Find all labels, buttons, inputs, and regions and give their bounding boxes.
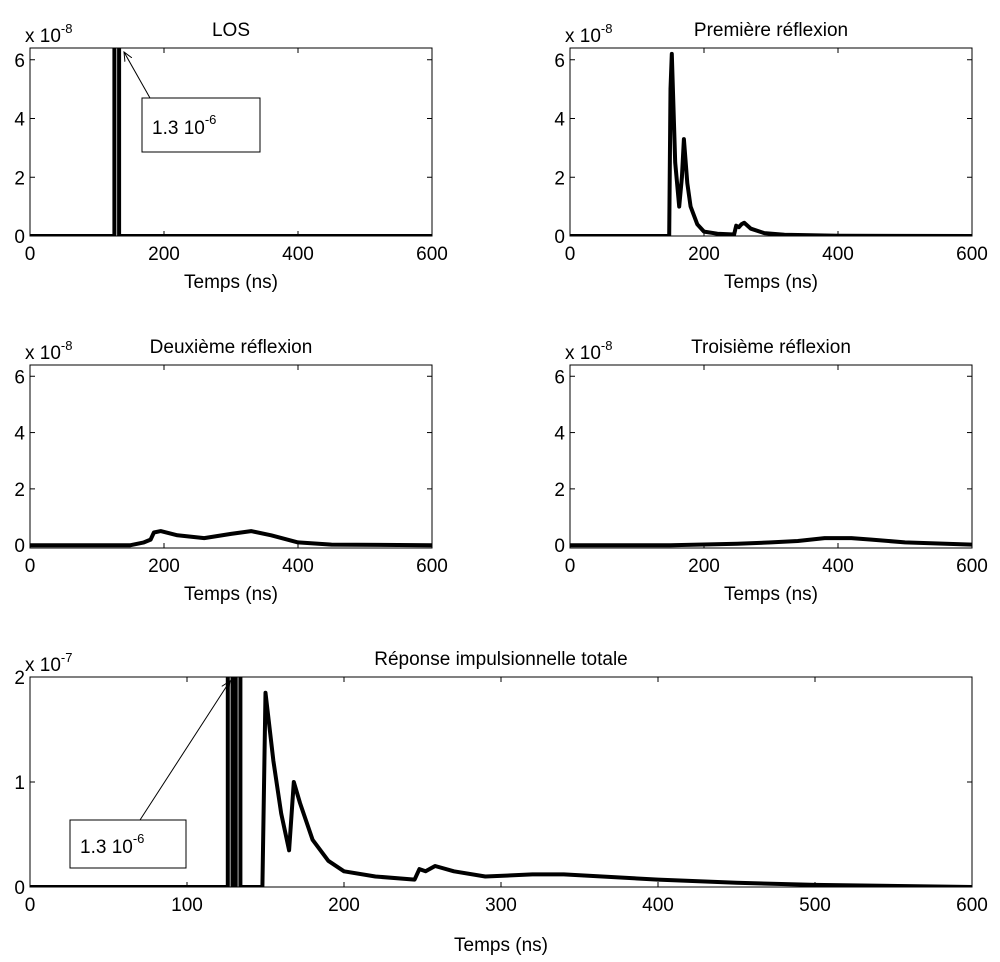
y-tick-label: 4	[14, 110, 25, 131]
y-tick-label: 6	[14, 367, 25, 388]
y-tick-label: 6	[554, 51, 565, 72]
y-tick-label: 4	[14, 424, 25, 445]
y-tick-label: 0	[14, 878, 25, 899]
y-multiplier: x 10-8	[565, 21, 612, 47]
x-tick-label: 600	[416, 244, 448, 265]
y-tick-label: 0	[554, 536, 565, 557]
axes-frame	[29, 364, 433, 549]
chart-title: LOS	[212, 20, 250, 41]
annotation-exponent: -6	[133, 831, 145, 846]
y-tick-label: 1	[14, 773, 25, 794]
x-tick-label: 200	[688, 244, 720, 265]
x-axis-label: Temps (ns)	[184, 584, 278, 605]
series-line	[30, 677, 972, 887]
y-tick-label: 4	[554, 424, 565, 445]
x-tick-label: 200	[148, 556, 180, 577]
x-tick-label: 400	[282, 556, 314, 577]
x-tick-label: 600	[956, 244, 988, 265]
annotation-text: 1.3 10	[152, 118, 205, 139]
y-multiplier-exponent: -8	[61, 21, 73, 36]
x-tick-label: 300	[485, 895, 517, 916]
axes-frame	[569, 364, 973, 549]
plot-area	[570, 365, 972, 548]
x-tick-label: 400	[642, 895, 674, 916]
y-tick-label: 2	[14, 168, 25, 189]
y-tick-label: 2	[14, 480, 25, 501]
y-multiplier-base: x 10	[25, 655, 61, 676]
y-multiplier-base: x 10	[25, 343, 61, 364]
y-multiplier-exponent: -8	[601, 338, 613, 353]
y-multiplier: x 10-8	[25, 338, 72, 364]
y-tick-label: 0	[14, 536, 25, 557]
chart-title: Deuxième réflexion	[150, 337, 313, 358]
x-tick-label: 200	[148, 244, 180, 265]
x-tick-label: 200	[688, 556, 720, 577]
annotation-arrow	[139, 681, 230, 821]
y-tick-label: 2	[554, 480, 565, 501]
y-multiplier: x 10-7	[25, 650, 72, 676]
y-tick-label: 0	[14, 227, 25, 248]
series-line	[30, 529, 432, 548]
x-tick-label: 200	[328, 895, 360, 916]
y-tick-label: 2	[14, 668, 25, 689]
x-tick-label: 600	[416, 556, 448, 577]
chart-title: Troisième réflexion	[691, 337, 851, 358]
x-tick-label: 600	[956, 895, 988, 916]
annotation-box	[141, 97, 261, 153]
x-tick-label: 0	[565, 556, 576, 577]
annotation-arrow	[124, 52, 151, 99]
y-tick-label: 6	[14, 51, 25, 72]
y-multiplier-base: x 10	[565, 26, 601, 47]
y-tick-label: 0	[554, 227, 565, 248]
x-tick-label: 0	[25, 244, 36, 265]
x-tick-label: 0	[25, 895, 36, 916]
plot-area	[30, 365, 432, 548]
x-tick-label: 400	[822, 556, 854, 577]
y-multiplier-exponent: -8	[61, 338, 73, 353]
y-tick-label: 6	[554, 367, 565, 388]
x-axis-label: Temps (ns)	[724, 584, 818, 605]
annotation: 1.3 10-6	[152, 112, 216, 139]
annotation-exponent: -6	[205, 112, 217, 127]
annotation-text: 1.3 10	[80, 837, 133, 858]
x-tick-label: 600	[956, 556, 988, 577]
y-multiplier-exponent: -7	[61, 650, 73, 665]
plot-area	[570, 48, 972, 236]
x-axis-label: Temps (ns)	[454, 935, 548, 956]
annotation-box	[69, 819, 187, 869]
x-tick-label: 0	[25, 556, 36, 577]
y-multiplier: x 10-8	[25, 21, 72, 47]
axes-frame	[29, 47, 433, 237]
y-multiplier: x 10-8	[565, 338, 612, 364]
y-tick-label: 2	[554, 168, 565, 189]
x-axis-label: Temps (ns)	[184, 272, 278, 293]
chart-title: Première réflexion	[694, 20, 848, 41]
x-axis-label: Temps (ns)	[724, 272, 818, 293]
x-tick-label: 400	[282, 244, 314, 265]
x-tick-label: 0	[565, 244, 576, 265]
y-tick-label: 4	[554, 110, 565, 131]
chart-title: Réponse impulsionnelle totale	[374, 649, 628, 670]
x-tick-label: 100	[171, 895, 203, 916]
x-tick-label: 500	[799, 895, 831, 916]
y-multiplier-base: x 10	[565, 343, 601, 364]
plot-area	[30, 677, 972, 887]
y-multiplier-exponent: -8	[601, 21, 613, 36]
y-multiplier-base: x 10	[25, 26, 61, 47]
axes-frame	[569, 47, 973, 237]
x-tick-label: 400	[822, 244, 854, 265]
annotation: 1.3 10-6	[80, 831, 144, 858]
